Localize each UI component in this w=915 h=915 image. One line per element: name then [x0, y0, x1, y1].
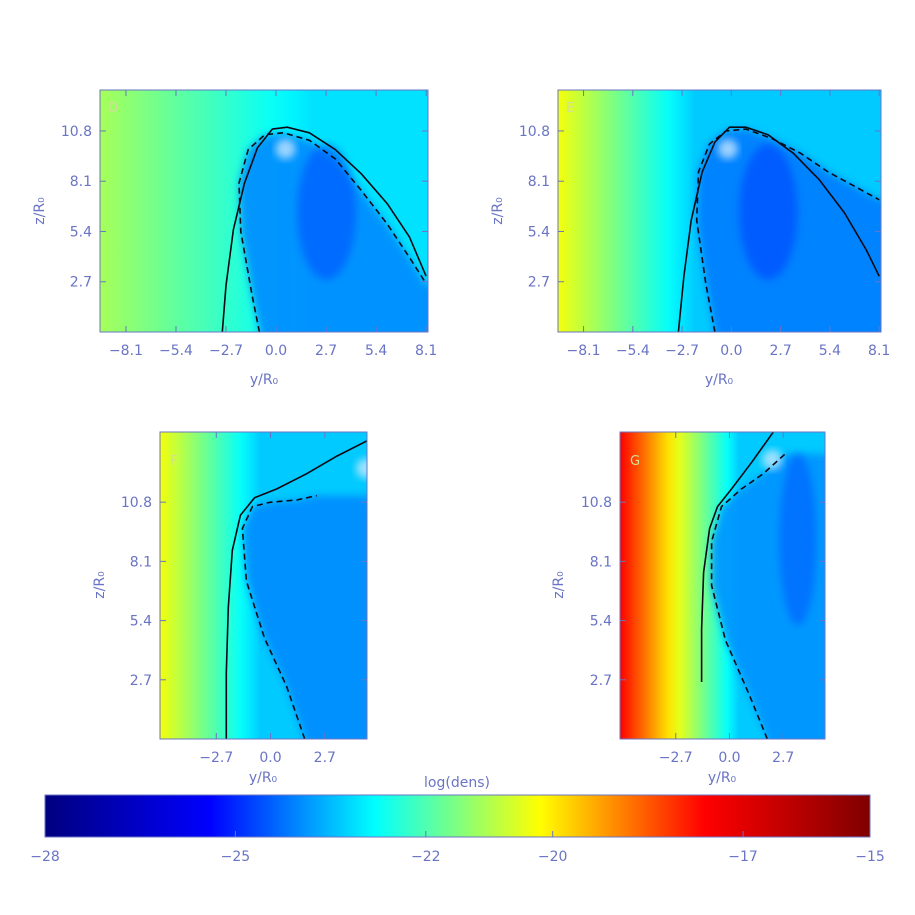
density-field [160, 432, 410, 739]
y-tick-label: 8.1 [528, 174, 550, 190]
source-spot [355, 458, 367, 479]
x-axis-title: y/R₀ [708, 770, 737, 786]
cavity-region [242, 495, 367, 739]
y-axis-title: z/R₀ [92, 571, 108, 599]
plot-frame [159, 431, 368, 740]
solid-front-line [221, 126, 427, 332]
x-axis-title: y/R₀ [705, 372, 734, 388]
x-tick-label: −8.1 [109, 343, 143, 359]
y-tick-label: 5.4 [130, 614, 152, 630]
x-tick-label: −2.7 [659, 750, 693, 766]
y-tick-label: 10.8 [581, 495, 612, 511]
density-field [100, 90, 428, 332]
panel-e: E y/R₀ z/R₀ −8.1 −5.4 −2.7 0.0 2.7 5.4 8.1 2.7 5… [490, 89, 890, 388]
plot-frame [557, 89, 882, 333]
y-axis-title: z/R₀ [551, 571, 567, 599]
x-tick-label: 8.1 [868, 343, 890, 359]
y-tick-label: 5.4 [590, 614, 612, 630]
solid-front-line [700, 432, 774, 682]
x-tick-label: 2.7 [315, 343, 337, 359]
solid-front-line [225, 440, 367, 739]
plot-frame [619, 431, 826, 740]
plot-frame [99, 89, 429, 333]
x-tick-label: 0.0 [265, 343, 287, 359]
x-axis-title: y/R₀ [250, 372, 279, 388]
y-tick-label: 8.1 [70, 174, 92, 190]
x-tick-label: 2.7 [314, 750, 336, 766]
density-field [620, 432, 825, 739]
density-field [558, 90, 881, 332]
x-tick-label: 5.4 [819, 343, 841, 359]
colorbar-tick-label: −25 [221, 849, 251, 865]
y-tick-label: 8.1 [130, 554, 152, 570]
y-tick-label: 2.7 [70, 275, 92, 291]
x-tick-label: −8.1 [567, 343, 601, 359]
source-spot [717, 139, 738, 160]
x-tick-label: −5.4 [159, 343, 193, 359]
dashed-front-line [695, 128, 880, 332]
panel-label: D [108, 101, 118, 116]
y-tick-label: 2.7 [590, 673, 612, 689]
y-tick-label: 5.4 [528, 224, 550, 240]
x-tick-label: 0.0 [259, 750, 281, 766]
x-tick-label: 5.4 [365, 343, 387, 359]
y-tick-label: 2.7 [528, 275, 550, 291]
x-tick-label: −5.4 [616, 343, 650, 359]
cavity-core [373, 462, 410, 634]
cavity-core [779, 453, 817, 626]
source-spot [762, 449, 783, 470]
x-tick-label: 2.7 [772, 750, 794, 766]
x-tick-label: −2.7 [665, 343, 699, 359]
panel-label: G [630, 454, 640, 469]
panel-f: F y/R₀ z/R₀ −2.7 0.0 2.7 2.7 5.4 8.1 10.8 [92, 431, 410, 786]
x-tick-label: −2.7 [199, 750, 233, 766]
colorbar-tick-label: −28 [30, 849, 60, 865]
x-tick-label: 2.7 [769, 343, 791, 359]
colorbar-tick-label: −22 [411, 849, 441, 865]
colorbar-tick-label: −20 [538, 849, 568, 865]
colorbar-tick-label: −17 [728, 849, 758, 865]
panel-g: G y/R₀ z/R₀ −2.7 0.0 2.7 2.7 5.4 8.1 10.8 [551, 431, 826, 786]
y-tick-label: 2.7 [130, 673, 152, 689]
colorbar-tick-label: −15 [855, 849, 885, 865]
x-tick-label: 8.1 [415, 343, 437, 359]
x-axis-title: y/R₀ [249, 770, 278, 786]
solid-front-line [677, 126, 880, 332]
y-tick-label: 10.8 [121, 495, 152, 511]
x-tick-label: 0.0 [718, 750, 740, 766]
x-tick-label: −2.7 [209, 343, 243, 359]
panel-d: D y/R₀ z/R₀ −8.1 −5.4 −2.7 0.0 2.7 5.4 8.1 2.7 5… [32, 89, 437, 388]
y-axis-title: z/R₀ [32, 197, 48, 225]
dashed-front-line [241, 494, 317, 739]
cavity-core [739, 144, 798, 280]
colorbar-gradient [44, 794, 871, 838]
y-tick-label: 10.8 [519, 124, 550, 140]
cavity-core [297, 144, 357, 280]
colorbar: log(dens) −28 −25 −22 −20 −17 −15 [30, 775, 885, 865]
y-tick-label: 8.1 [590, 554, 612, 570]
panel-label: F [170, 454, 177, 469]
y-tick-label: 5.4 [70, 224, 92, 240]
panel-label: E [566, 101, 574, 116]
dashed-front-line [238, 132, 427, 332]
source-spot [275, 139, 296, 160]
x-tick-label: 0.0 [720, 343, 742, 359]
y-tick-label: 10.8 [61, 124, 92, 140]
y-axis-title: z/R₀ [490, 197, 506, 225]
colorbar-title: log(dens) [424, 775, 490, 791]
